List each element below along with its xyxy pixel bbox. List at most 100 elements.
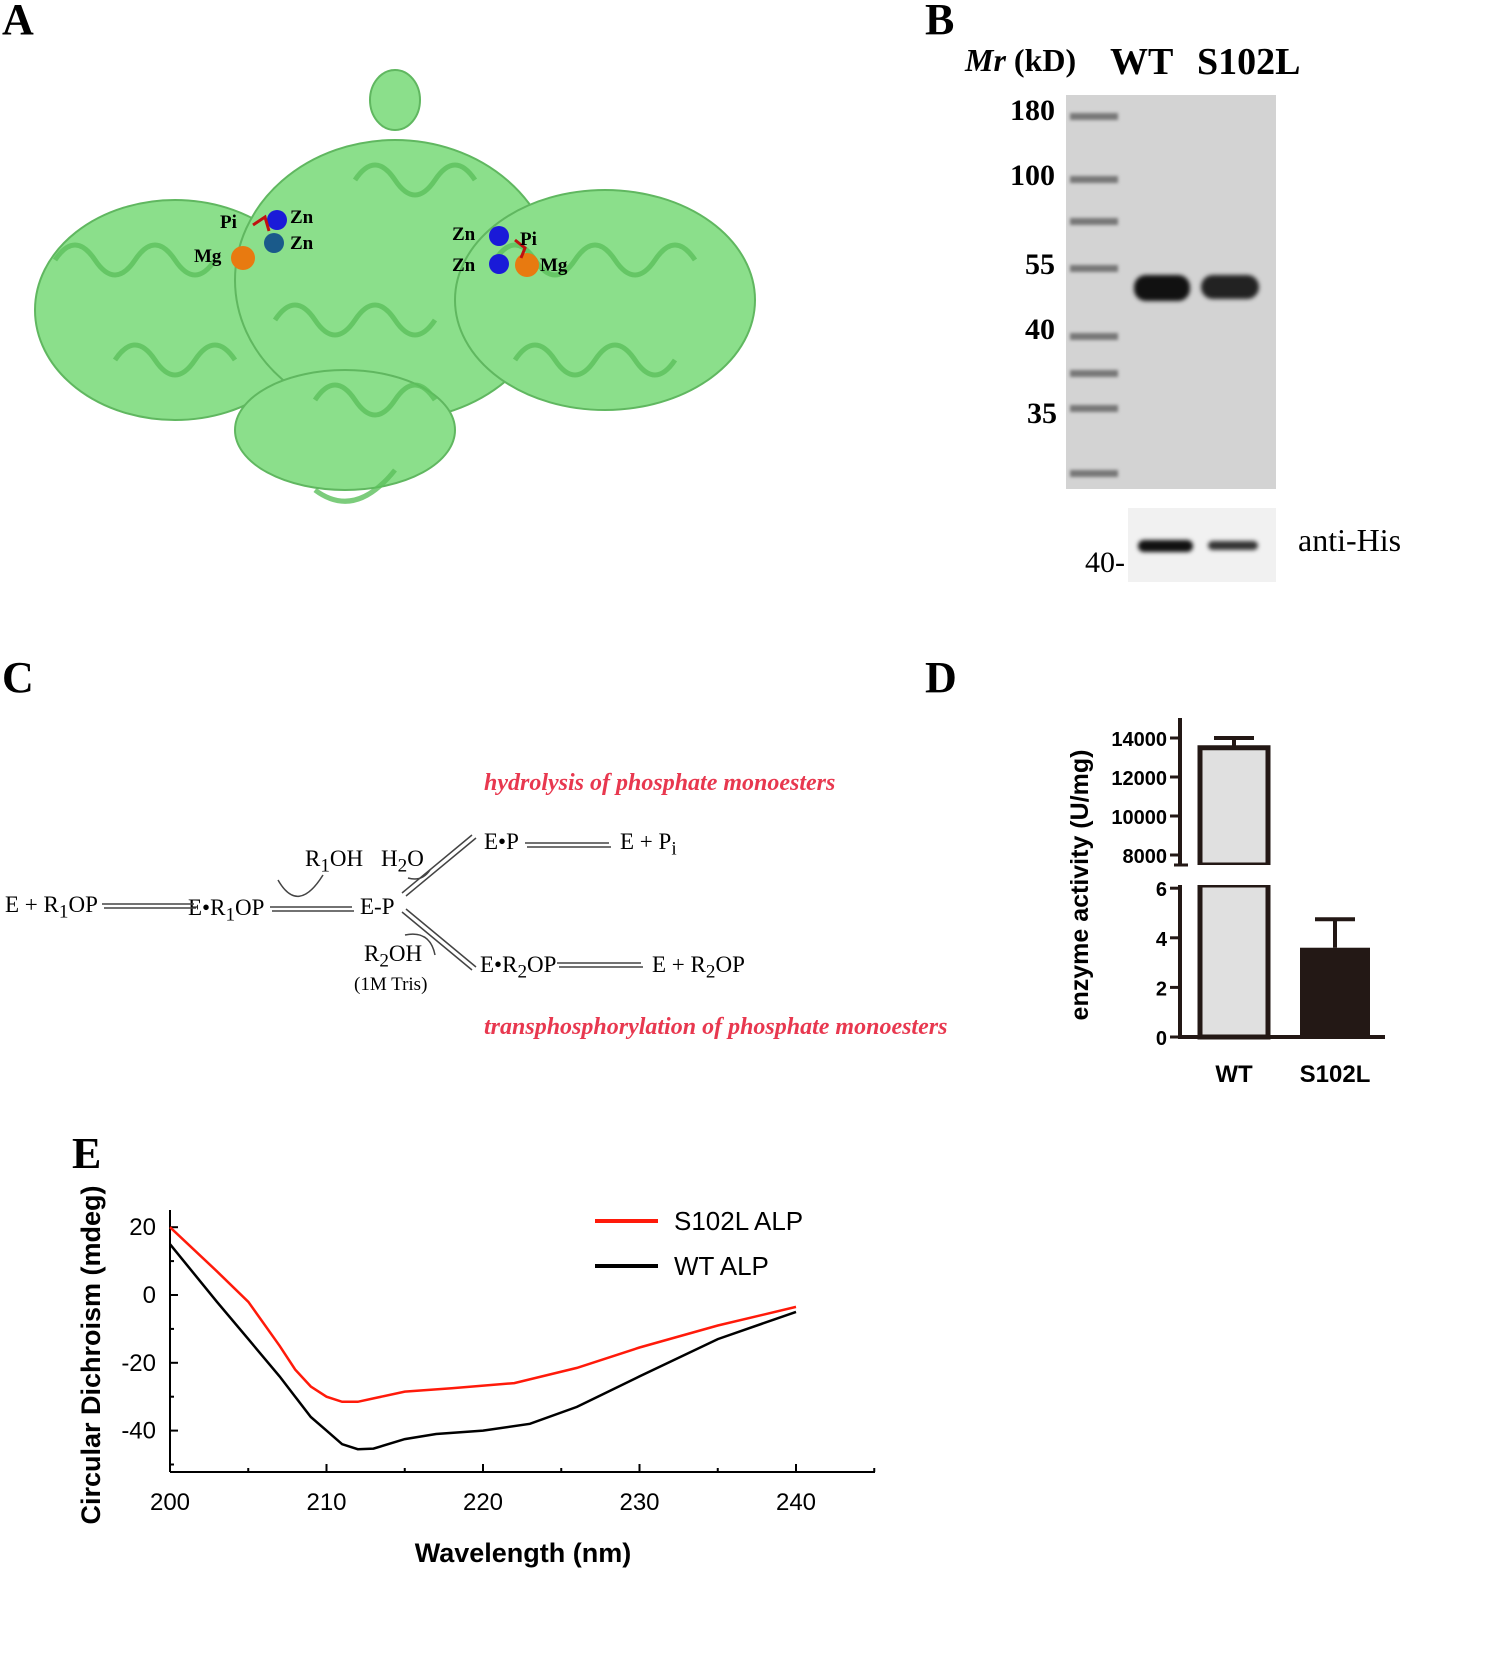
t: OH [388, 941, 423, 966]
bar-wt-lower [1197, 882, 1271, 1040]
pi-label: Pi [220, 212, 237, 233]
t: 2 [517, 961, 528, 983]
sds-page-gel [1066, 95, 1276, 489]
enzyme-activity-bar-chart: WT S102L 8000 10000 12000 14000 0 2 4 6 enzyme act… [1066, 718, 1385, 1088]
pi-label: Pi [520, 229, 537, 250]
panel-label-c: C [2, 653, 34, 702]
zn-label: Zn [452, 224, 476, 245]
protein-structure [34, 69, 756, 504]
band-s102l [1201, 275, 1259, 299]
ladder-band [1070, 333, 1118, 340]
y-tick-label: 0 [143, 1282, 156, 1309]
magnesium-atom [515, 253, 539, 277]
mr-unit: (kD) [1013, 42, 1077, 78]
mg-label: Mg [194, 246, 222, 267]
t: OP [68, 892, 98, 917]
y-tick-label: 10000 [1111, 807, 1167, 829]
t: OP [715, 952, 745, 977]
x-tick-label: WT [1215, 1061, 1253, 1088]
marker-180: 180 [1010, 94, 1055, 127]
y-axis-label: enzyme activity (U/mg) [1066, 750, 1094, 1021]
t: 2 [379, 950, 389, 972]
lane-label-wt: WT [1110, 41, 1174, 83]
t: E•R [480, 952, 518, 977]
t: 2 [705, 961, 716, 983]
transphosphorylation-label: transphosphorylation of phosphate monoes… [484, 1014, 948, 1040]
t: 1 [320, 855, 330, 877]
y-axis-label: Circular Dichroism (mdeg) [76, 1185, 106, 1524]
panel-label-b: B [925, 0, 955, 44]
r1oh-label: R1OH [305, 846, 363, 878]
h2o-label: H2O [381, 846, 424, 878]
lane-label-s102l: S102L [1197, 41, 1301, 83]
bar-s102l [1300, 947, 1370, 1037]
zinc-atom [264, 233, 284, 253]
t: 1 [225, 904, 236, 926]
t: i [671, 838, 677, 860]
y-tick-label: 4 [1156, 929, 1168, 951]
series-line-0 [169, 1226, 797, 1404]
species-e-p-complex: E•P [484, 829, 519, 854]
mr-label: Mr (kD) [965, 42, 1076, 79]
y-tick-label: -20 [121, 1350, 156, 1377]
y-tick-label: 0 [1156, 1028, 1167, 1050]
axis-break-gap [1196, 865, 1272, 885]
x-tick-label: 200 [150, 1489, 190, 1516]
y-tick-label: 8000 [1123, 846, 1168, 868]
legend-label: S102L ALP [674, 1206, 803, 1236]
t: E + P [620, 829, 672, 854]
zn-label: Zn [290, 233, 314, 254]
magnesium-atom [231, 246, 255, 270]
t: 1 [58, 901, 69, 923]
ladder-band [1070, 265, 1118, 272]
t: R [364, 941, 380, 966]
x-tick-label: 210 [306, 1489, 346, 1516]
x-axis-label: Wavelength (nm) [415, 1538, 632, 1568]
t: E + R [5, 892, 59, 917]
zinc-atom [267, 210, 287, 230]
ladder-band [1070, 405, 1118, 412]
species-e-r2op-complex: E•R2OP [480, 952, 556, 984]
marker-40: 40 [1025, 313, 1055, 346]
r2oh-label: R2OH [364, 941, 422, 973]
zinc-atom [489, 254, 509, 274]
ladder-band [1070, 370, 1118, 377]
x-tick-label: 240 [776, 1489, 816, 1516]
y-tick-label: 6 [1156, 879, 1167, 901]
panel-label-d: D [925, 653, 957, 702]
x-tick-label: 230 [619, 1489, 659, 1516]
marker-35: 35 [1027, 397, 1057, 430]
t: OP [527, 952, 557, 977]
t: 2 [397, 855, 408, 877]
mr-symbol: Mr [965, 42, 1006, 78]
x-tick-label: 220 [463, 1489, 503, 1516]
y-tick-label: 20 [129, 1214, 156, 1241]
western-blot [1128, 508, 1276, 582]
hydrolysis-label: hydrolysis of phosphate monoesters [484, 770, 836, 796]
phosphate [252, 214, 527, 259]
y-tick-label: -40 [121, 1418, 156, 1445]
t: E + R [652, 952, 706, 977]
zn-label: Zn [452, 255, 476, 276]
zinc-atom [489, 226, 509, 246]
x-tick-label: S102L [1300, 1061, 1371, 1088]
species-e-pi: E + Pi [620, 829, 677, 861]
tris-label: (1M Tris) [354, 974, 428, 995]
marker-100: 100 [1010, 159, 1055, 192]
species-e-p: E-P [360, 894, 395, 919]
blot-marker-40: 40- [1085, 546, 1125, 579]
y-tick-label: 14000 [1111, 729, 1167, 751]
anti-his-label: anti-His [1298, 522, 1402, 558]
ladder-band [1070, 218, 1118, 225]
reaction-arrows [102, 834, 643, 971]
legend-label: WT ALP [674, 1251, 769, 1281]
t: H [381, 846, 398, 871]
ladder-band [1070, 176, 1118, 183]
t: O [407, 846, 424, 871]
y-tick-label: 12000 [1111, 768, 1167, 790]
blot-band-wt [1138, 540, 1193, 552]
species-e-r2op: E + R2OP [652, 952, 745, 984]
series-line-1 [169, 1243, 797, 1451]
panel-label-a: A [2, 0, 34, 44]
